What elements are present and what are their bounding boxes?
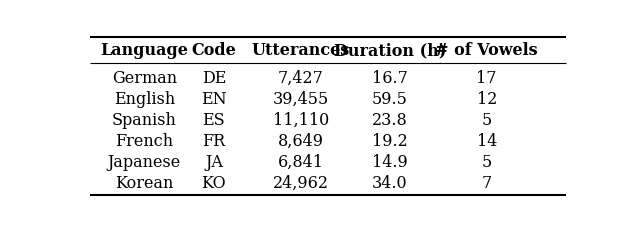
Text: Code: Code (191, 42, 236, 59)
Text: # of Vowels: # of Vowels (435, 42, 538, 59)
Text: 19.2: 19.2 (372, 133, 408, 149)
Text: 5: 5 (481, 153, 492, 170)
Text: 34.0: 34.0 (372, 174, 408, 191)
Text: DE: DE (202, 70, 226, 87)
Text: EN: EN (201, 91, 227, 108)
Text: Duration (h): Duration (h) (334, 42, 446, 59)
Text: Japanese: Japanese (108, 153, 181, 170)
Text: German: German (112, 70, 177, 87)
Text: 8,649: 8,649 (278, 133, 324, 149)
Text: 14.9: 14.9 (372, 153, 408, 170)
Text: 14: 14 (477, 133, 497, 149)
Text: Utterances: Utterances (252, 42, 350, 59)
Text: 7: 7 (481, 174, 492, 191)
Text: 12: 12 (477, 91, 497, 108)
Text: 24,962: 24,962 (273, 174, 329, 191)
Text: 7,427: 7,427 (278, 70, 324, 87)
Text: 23.8: 23.8 (372, 112, 408, 128)
Text: Korean: Korean (115, 174, 173, 191)
Text: French: French (115, 133, 173, 149)
Text: KO: KO (202, 174, 226, 191)
Text: 6,841: 6,841 (278, 153, 324, 170)
Text: Language: Language (100, 42, 188, 59)
Text: JA: JA (205, 153, 223, 170)
Text: 16.7: 16.7 (372, 70, 408, 87)
Text: 17: 17 (476, 70, 497, 87)
Text: 11,110: 11,110 (273, 112, 329, 128)
Text: Spanish: Spanish (112, 112, 177, 128)
Text: English: English (114, 91, 175, 108)
Text: ES: ES (203, 112, 225, 128)
Text: FR: FR (202, 133, 225, 149)
Text: 39,455: 39,455 (273, 91, 329, 108)
Text: 59.5: 59.5 (372, 91, 408, 108)
Text: 5: 5 (481, 112, 492, 128)
